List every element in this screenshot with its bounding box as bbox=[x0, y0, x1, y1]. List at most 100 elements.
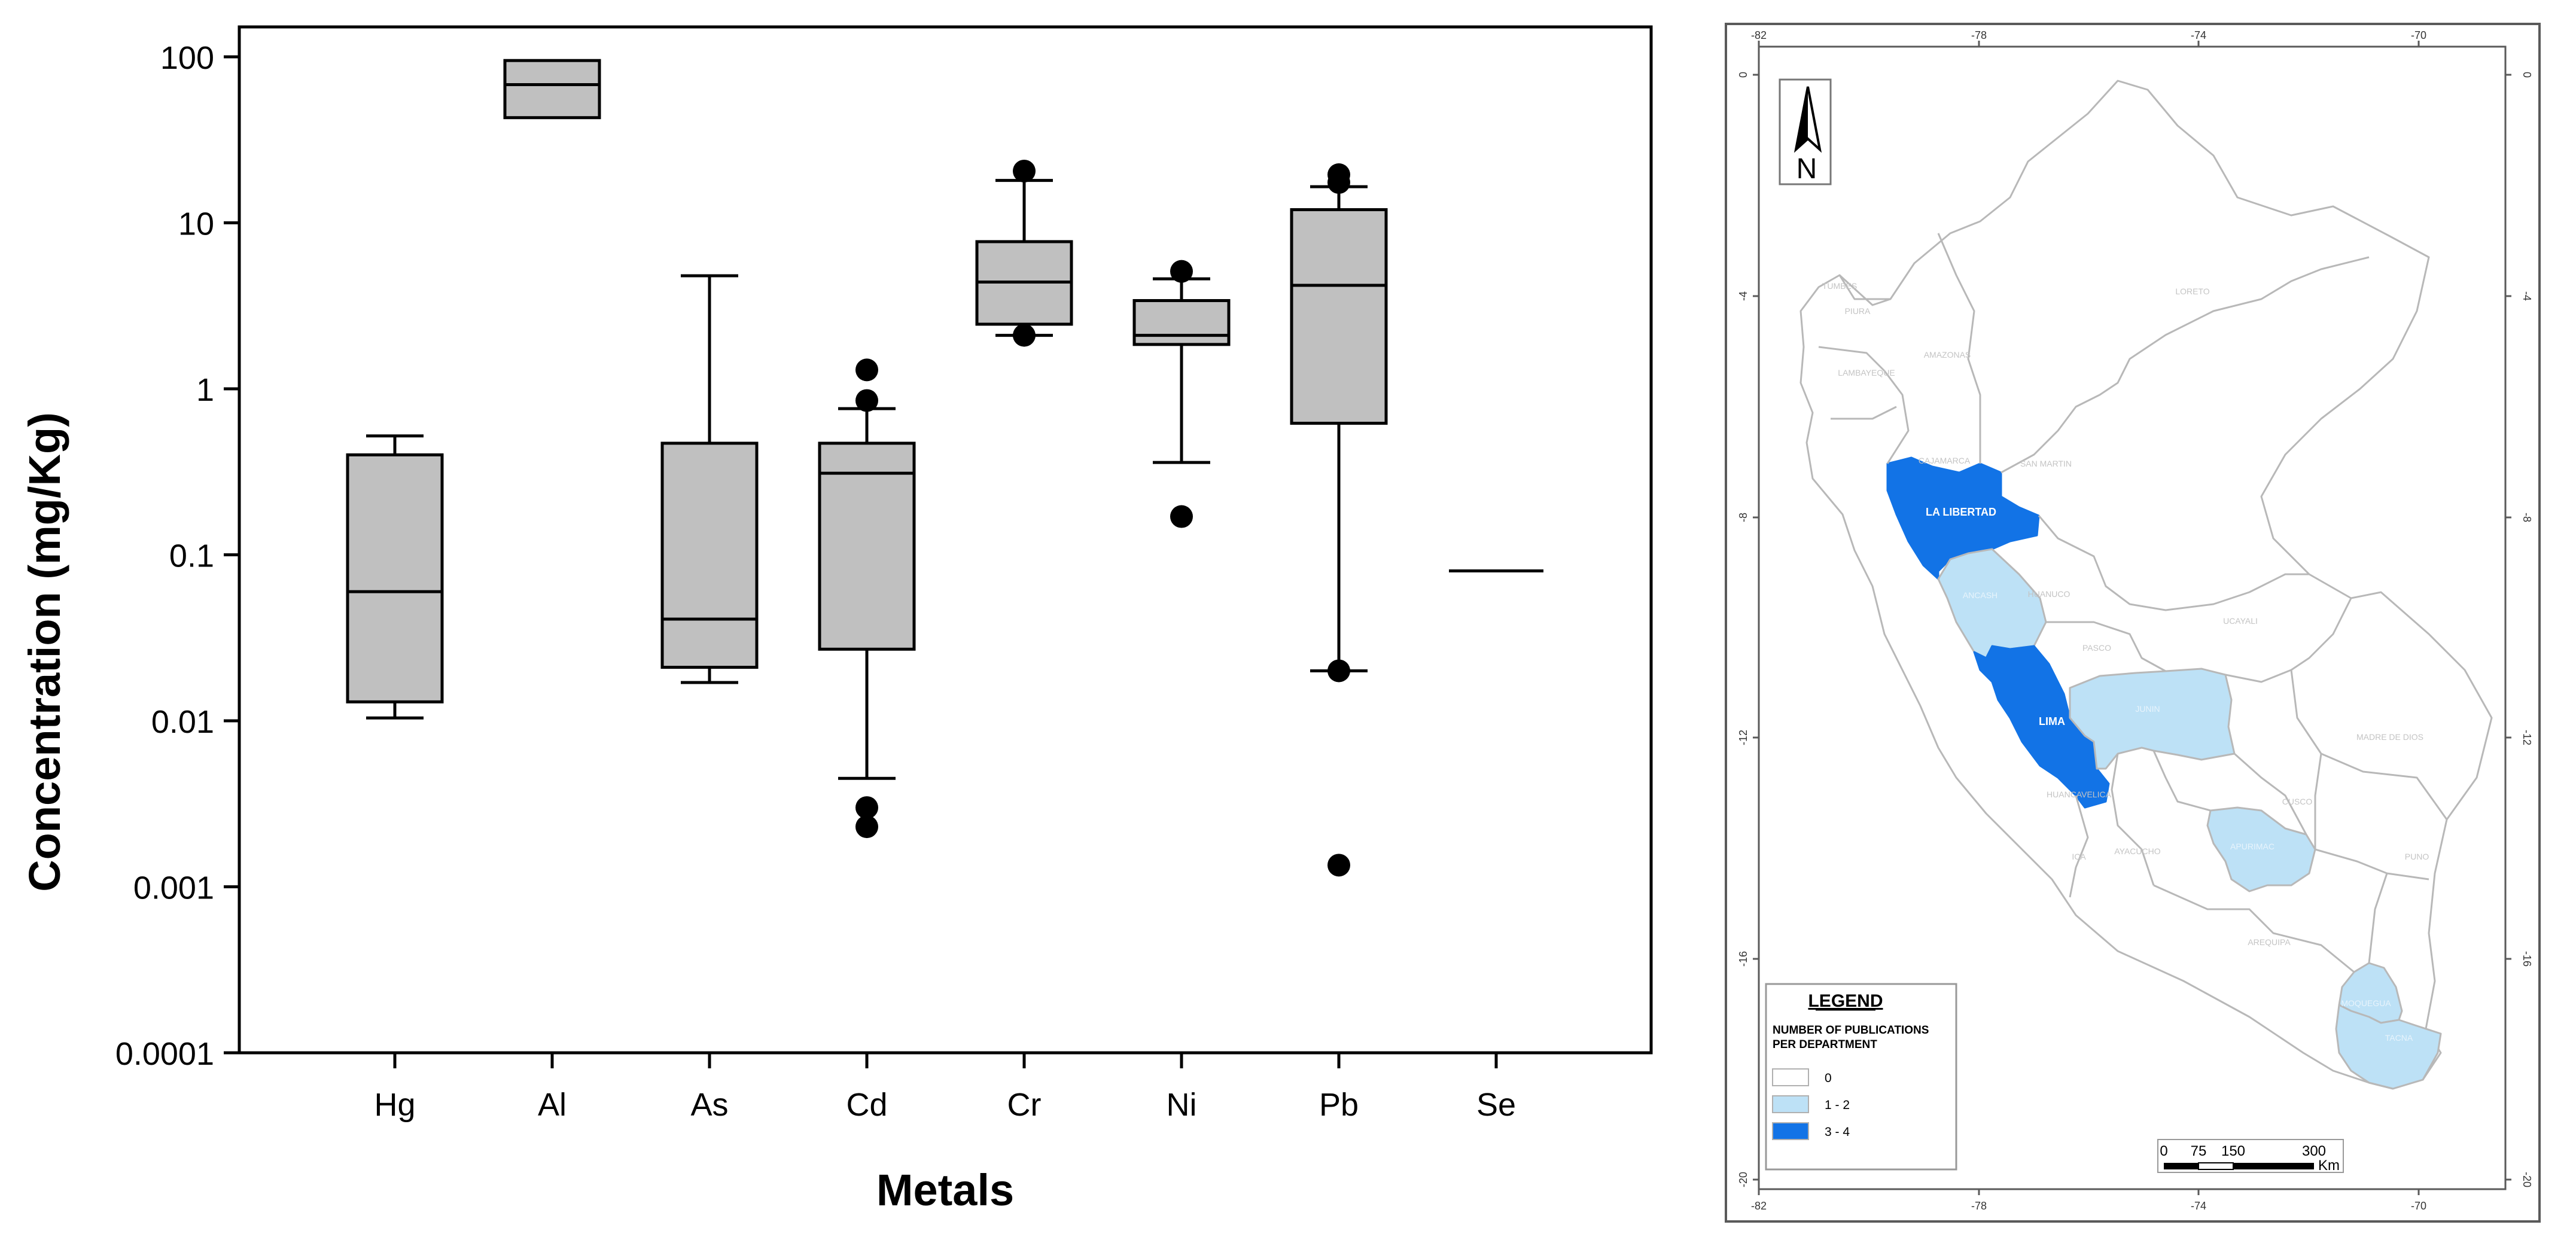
region-label: MADRE DE DIOS bbox=[2356, 732, 2423, 742]
region-label: PIURA bbox=[1845, 306, 1871, 316]
box-cr bbox=[975, 159, 1073, 347]
legend-swatch bbox=[1772, 1122, 1809, 1140]
region-label: AYACUCHO bbox=[2114, 846, 2160, 856]
lon-label-bottom: -70 bbox=[2411, 1200, 2426, 1212]
lon-label-bottom: -78 bbox=[1971, 1200, 1987, 1212]
scale-bar: 0 75 150 300 Km bbox=[2157, 1139, 2344, 1174]
box-iqr bbox=[1132, 299, 1231, 346]
peru-map: -82 -82 -78 -78 -74 -74 -70 -70 0 0 -4 -4 -8 -8 -12 -12… bbox=[1725, 23, 2541, 1223]
y-axis-ticks: 100 10 1 0.1 0.01 0.001 0.0001 bbox=[115, 40, 239, 1072]
legend-subtitle-1: NUMBER OF PUBLICATIONS bbox=[1773, 1024, 1929, 1037]
x-tick-label: Ni bbox=[1167, 1087, 1197, 1123]
department-borders bbox=[1818, 233, 2448, 973]
box-hg bbox=[346, 434, 444, 720]
lat-label-left: -12 bbox=[1737, 730, 1749, 745]
scale-label: 0 bbox=[2160, 1143, 2167, 1159]
scale-unit: Km bbox=[2318, 1157, 2340, 1174]
scale-seg-3 bbox=[2233, 1163, 2314, 1169]
region-label: ICA bbox=[2072, 852, 2086, 861]
region-apurimac bbox=[2206, 806, 2316, 892]
region-label: LAMBAYEQUE bbox=[1838, 368, 1895, 377]
box-series bbox=[346, 59, 1543, 877]
box-plot-chart: 100 10 1 0.1 0.01 0.001 0.0001 Hg Al As Cd Cr Ni Pb S… bbox=[20, 25, 1653, 1215]
box-al bbox=[503, 59, 601, 120]
x-tick-label: Al bbox=[538, 1087, 567, 1123]
outlier-point bbox=[855, 358, 878, 382]
legend-swatch bbox=[1772, 1068, 1809, 1086]
x-tick-label: As bbox=[690, 1087, 728, 1123]
scale-label: 75 bbox=[2191, 1143, 2207, 1159]
region-label: LIMA bbox=[2039, 715, 2065, 727]
region-label: AMAZONAS bbox=[1924, 350, 1971, 360]
box-ni bbox=[1132, 260, 1231, 528]
x-tick-label: Cr bbox=[1007, 1087, 1042, 1123]
region-label: AREQUIPA bbox=[2248, 937, 2291, 947]
region-label: HUANUCO bbox=[2028, 589, 2070, 599]
peru-departments bbox=[1799, 80, 2493, 1090]
lat-label-right: -12 bbox=[2521, 730, 2533, 745]
y-tick-label: 0.001 bbox=[133, 870, 214, 906]
box-cd bbox=[818, 358, 916, 839]
outlier-point bbox=[1327, 854, 1350, 877]
x-tick-label: Cd bbox=[846, 1087, 887, 1123]
lat-label-left: -20 bbox=[1737, 1172, 1749, 1187]
lat-label-left: 0 bbox=[1737, 72, 1749, 78]
map-graticule-ticks: -82 -82 -78 -78 -74 -74 -70 -70 0 0 -4 -4 -8 -8 -12 -12… bbox=[1737, 29, 2533, 1212]
region-label: MOQUEGUA bbox=[2341, 998, 2391, 1008]
legend-swatch bbox=[1772, 1095, 1809, 1113]
box-iqr bbox=[660, 441, 759, 669]
legend-subtitle-2: PER DEPARTMENT bbox=[1773, 1038, 1877, 1051]
north-label: N bbox=[1796, 153, 1817, 185]
outlier-point bbox=[855, 796, 878, 819]
x-axis-label: Metals bbox=[876, 1165, 1014, 1215]
region-label: ANCASH bbox=[1963, 590, 1998, 600]
region-label: LA LIBERTAD bbox=[1926, 506, 1996, 518]
map-legend: LEGEND NUMBER OF PUBLICATIONS PER DEPART… bbox=[1765, 983, 1957, 1171]
outlier-point bbox=[1170, 505, 1193, 528]
x-tick-label: Se bbox=[1476, 1087, 1516, 1123]
lat-label-right: 0 bbox=[2521, 72, 2533, 78]
outlier-point bbox=[1327, 171, 1350, 194]
region-label: PUNO bbox=[2405, 852, 2429, 861]
region-label: LORETO bbox=[2175, 287, 2209, 296]
lon-label-bottom: -74 bbox=[2191, 1200, 2206, 1212]
y-tick-label: 1 bbox=[196, 372, 214, 408]
region-la-libertad bbox=[1886, 456, 2040, 580]
region-label: CUSCO bbox=[2282, 797, 2313, 806]
scale-label: 150 bbox=[2221, 1143, 2245, 1159]
region-label: TACNA bbox=[2385, 1033, 2413, 1043]
box-iqr bbox=[346, 453, 444, 703]
x-tick-label: Hg bbox=[374, 1087, 415, 1123]
legend-title: LEGEND bbox=[1808, 991, 1883, 1011]
outlier-point bbox=[855, 815, 878, 839]
scale-label: 300 bbox=[2302, 1143, 2326, 1159]
region-label: UCAYALI bbox=[2223, 616, 2258, 626]
region-lima bbox=[1973, 645, 2110, 809]
box-iqr bbox=[1290, 208, 1388, 425]
region-label: JUNIN bbox=[2135, 704, 2160, 714]
y-tick-label: 0.0001 bbox=[115, 1036, 214, 1072]
y-tick-label: 0.1 bbox=[169, 538, 214, 574]
region-label: PASCO bbox=[2082, 643, 2111, 653]
lat-label-left: -16 bbox=[1737, 951, 1749, 967]
lon-label-top: -74 bbox=[2191, 29, 2206, 41]
region-junin bbox=[2069, 668, 2236, 770]
legend-item-label: 1 - 2 bbox=[1825, 1098, 1850, 1112]
outlier-point bbox=[1327, 659, 1350, 683]
y-tick-label: 100 bbox=[160, 40, 214, 76]
y-tick-label: 10 bbox=[178, 206, 214, 242]
y-tick-label: 0.01 bbox=[151, 704, 214, 740]
north-arrow-fill-icon bbox=[1796, 87, 1808, 150]
lon-label-top: -82 bbox=[1751, 29, 1767, 41]
legend-item-label: 0 bbox=[1825, 1071, 1832, 1085]
outlier-point bbox=[1013, 324, 1036, 347]
region-label: SAN MARTIN bbox=[2020, 459, 2072, 468]
lat-label-left: -8 bbox=[1737, 513, 1749, 522]
lat-label-right: -4 bbox=[2521, 291, 2533, 301]
box-as bbox=[660, 274, 759, 684]
outlier-point bbox=[1013, 159, 1036, 182]
lat-label-right: -16 bbox=[2521, 951, 2533, 967]
region-label: CAJAMARCA bbox=[1919, 456, 1971, 465]
